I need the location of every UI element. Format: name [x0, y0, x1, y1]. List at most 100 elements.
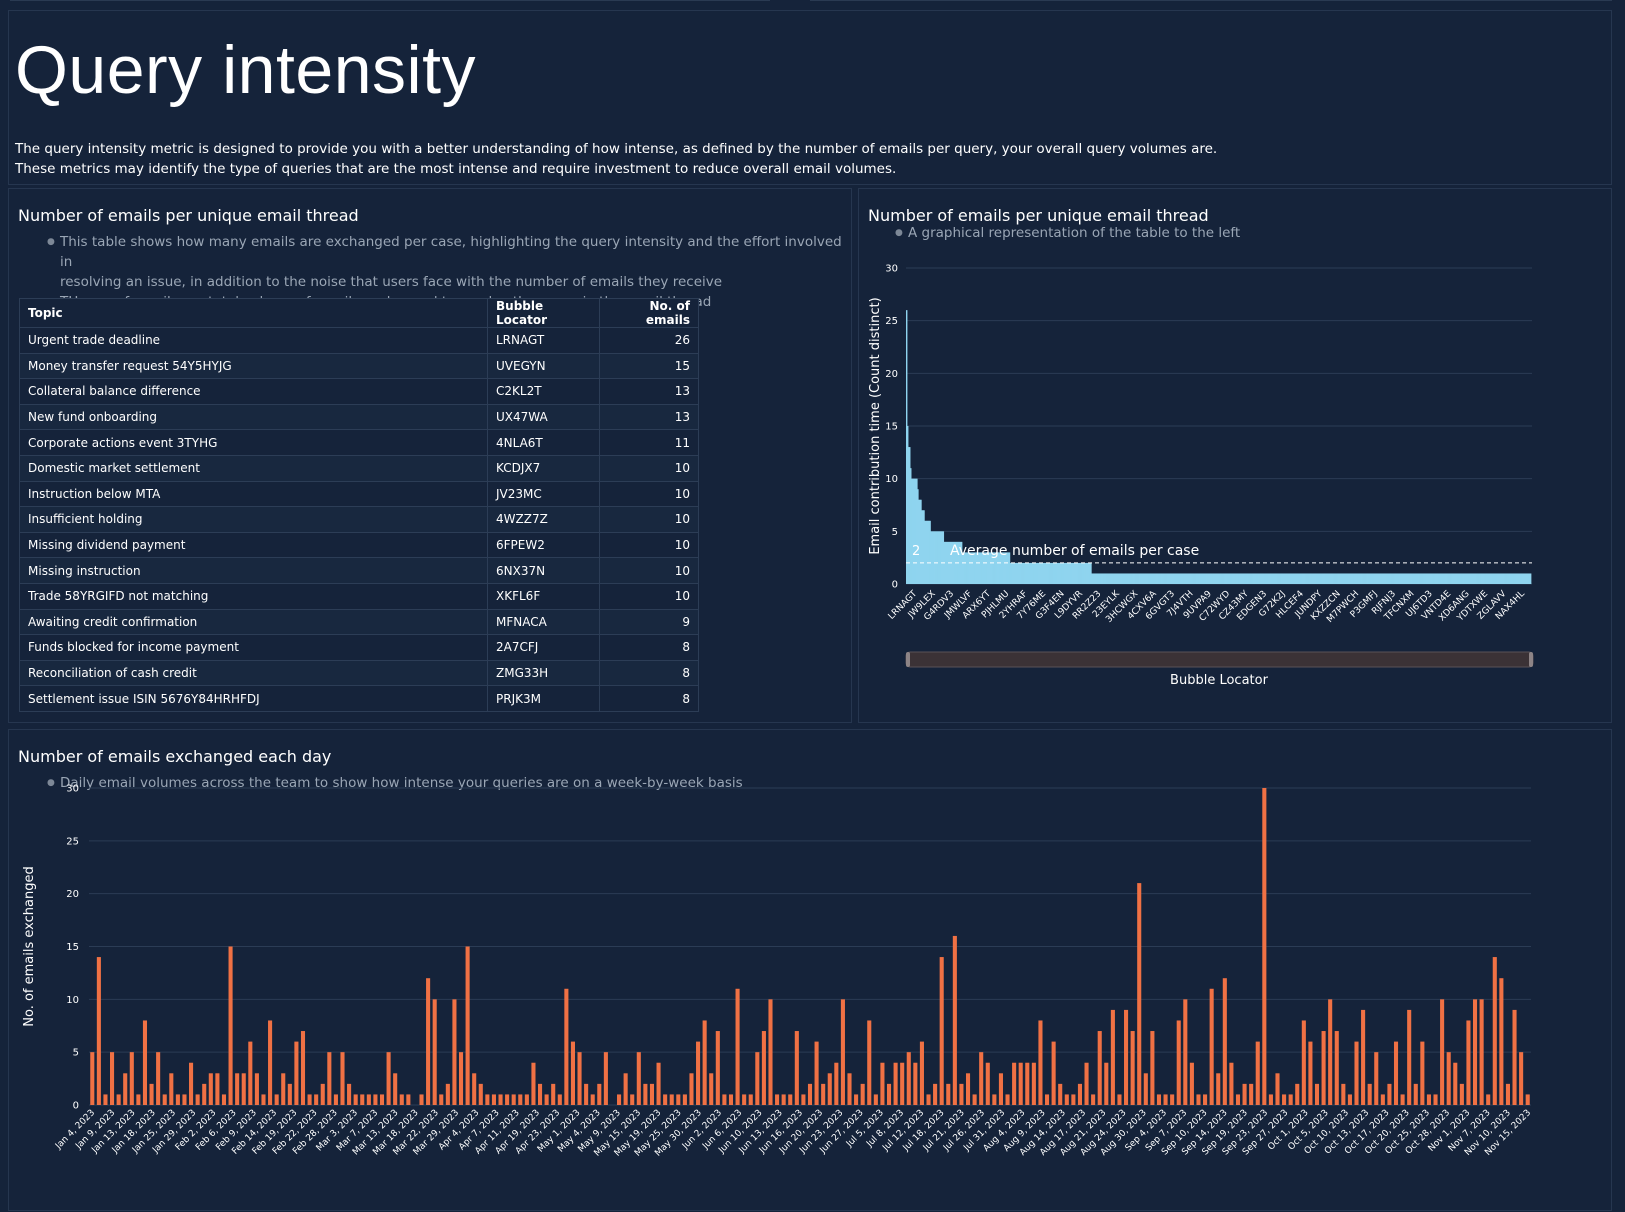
- area-bar: [1011, 562, 1014, 584]
- area-bar: [1377, 573, 1379, 584]
- daily-bar: [933, 1083, 938, 1105]
- area-bar: [1037, 562, 1039, 584]
- area-bar: [1268, 573, 1270, 584]
- area-bar: [1501, 573, 1503, 584]
- chart-scrollbar[interactable]: [905, 651, 1534, 668]
- area-bar: [1430, 573, 1432, 584]
- scrollbar-handle-right[interactable]: [1529, 652, 1533, 667]
- area-bar: [1505, 573, 1507, 584]
- bullet-item: Daily email volumes across the team to s…: [47, 773, 743, 793]
- daily-bar: [156, 1052, 161, 1105]
- table-row[interactable]: Domestic market settlement KCDJX7 10: [19, 454, 699, 482]
- area-bar: [1454, 573, 1457, 584]
- scrollbar-track[interactable]: [905, 651, 1534, 668]
- header-topic[interactable]: Topic: [19, 298, 488, 328]
- cell-no-of-emails: 11: [599, 429, 699, 456]
- table-row[interactable]: Missing dividend payment 6FPEW2 10: [19, 531, 699, 559]
- area-bar: [930, 531, 932, 584]
- area-bar: [1448, 573, 1450, 584]
- area-bar: [1294, 573, 1297, 584]
- area-bar: [1410, 573, 1413, 584]
- area-bar: [974, 552, 976, 584]
- daily-bar: [419, 1094, 424, 1105]
- area-bar: [1178, 573, 1181, 584]
- area-bar: [912, 478, 914, 584]
- area-bar: [1331, 573, 1333, 584]
- daily-bar: [979, 1052, 984, 1105]
- area-bar: [1420, 573, 1422, 584]
- daily-bar: [228, 946, 233, 1105]
- daily-bar: [327, 1052, 332, 1105]
- table-row[interactable]: Collateral balance difference C2KL2T 13: [19, 378, 699, 405]
- area-bar: [1146, 573, 1148, 584]
- area-bar: [1517, 573, 1520, 584]
- emails-table: Topic Bubble Locator No. of emails Urgen…: [19, 298, 699, 712]
- area-bar: [1288, 573, 1291, 584]
- area-bar: [1112, 573, 1115, 584]
- area-bar: [1349, 573, 1352, 584]
- area-bar: [1062, 562, 1065, 584]
- header-bubble-locator[interactable]: Bubble Locator: [487, 298, 600, 328]
- area-bar: [1185, 573, 1188, 584]
- table-row[interactable]: Corporate actions event 3TYHG 4NLA6T 11: [19, 429, 699, 456]
- area-bar: [1270, 573, 1272, 584]
- daily-bar: [696, 1041, 701, 1105]
- y-tick-label: 5: [73, 1048, 79, 1059]
- daily-bar: [873, 1094, 878, 1105]
- table-row[interactable]: Trade 58YRGIFD not matching XKFL6F 10: [19, 582, 699, 610]
- area-bar: [1493, 573, 1495, 584]
- area-bar: [1394, 573, 1397, 584]
- area-bar: [1458, 573, 1461, 584]
- area-bar: [1507, 573, 1509, 584]
- area-bar: [1145, 573, 1147, 584]
- daily-bar: [90, 1052, 95, 1105]
- daily-bar: [926, 1094, 931, 1105]
- area-bar: [1450, 573, 1452, 584]
- table-row[interactable]: Reconciliation of cash credit ZMG33H 8: [19, 659, 699, 687]
- area-bar: [1102, 573, 1104, 584]
- daily-chart-y-ticks: 0 5 10 15 20 25 30: [66, 784, 79, 1112]
- area-bar: [1432, 573, 1434, 584]
- area-bar: [911, 478, 913, 584]
- daily-bar: [814, 1041, 819, 1105]
- table-row[interactable]: Missing instruction 6NX37N 10: [19, 557, 699, 584]
- daily-bar: [709, 1073, 714, 1105]
- table-row[interactable]: Instruction below MTA JV23MC 10: [19, 480, 699, 508]
- table-row[interactable]: New fund onboarding UX47WA 13: [19, 403, 699, 431]
- scrollbar-handle-left[interactable]: [906, 652, 910, 667]
- daily-bar: [1249, 1083, 1254, 1105]
- daily-bar: [287, 1083, 292, 1105]
- area-bar: [938, 531, 940, 584]
- daily-bar: [1216, 1073, 1221, 1105]
- table-row[interactable]: Money transfer request 54Y5HYJG UVEGYN 15: [19, 352, 699, 380]
- table-row[interactable]: Settlement issue ISIN 5676Y84HRHFDJ PRJK3…: [19, 685, 699, 712]
- area-bar: [1202, 573, 1204, 584]
- table-row[interactable]: Urgent trade deadline LRNAGT 26: [19, 327, 699, 354]
- area-bar: [1191, 573, 1193, 584]
- area-bar: [1103, 573, 1105, 584]
- area-bar: [1262, 573, 1264, 584]
- area-bar: [991, 552, 993, 584]
- area-bar: [1498, 573, 1500, 584]
- area-bar: [1389, 573, 1391, 584]
- daily-bar: [880, 1062, 885, 1105]
- area-bar: [987, 552, 989, 584]
- header-no-of-emails[interactable]: No. of emails: [599, 298, 699, 328]
- table-row[interactable]: Awaiting credit confirmation MFNACA 9: [19, 608, 699, 636]
- area-bar: [1344, 573, 1347, 584]
- daily-bar: [768, 999, 773, 1105]
- area-bar: [1348, 573, 1351, 584]
- area-bar: [1362, 573, 1364, 584]
- table-row[interactable]: Funds blocked for income payment 2A7CFJ 8: [19, 634, 699, 661]
- cell-topic: Domestic market settlement: [19, 454, 488, 482]
- area-bar: [1500, 573, 1502, 584]
- table-row[interactable]: Insufficient holding 4WZZ7Z 10: [19, 506, 699, 533]
- area-bar: [1095, 573, 1097, 584]
- area-bar: [1483, 573, 1485, 584]
- area-bar: [1154, 573, 1156, 584]
- daily-bar: [136, 1094, 141, 1105]
- area-bar: [1261, 573, 1263, 584]
- area-bar: [970, 552, 972, 584]
- daily-bar: [1486, 1094, 1491, 1105]
- area-bar: [1153, 573, 1155, 584]
